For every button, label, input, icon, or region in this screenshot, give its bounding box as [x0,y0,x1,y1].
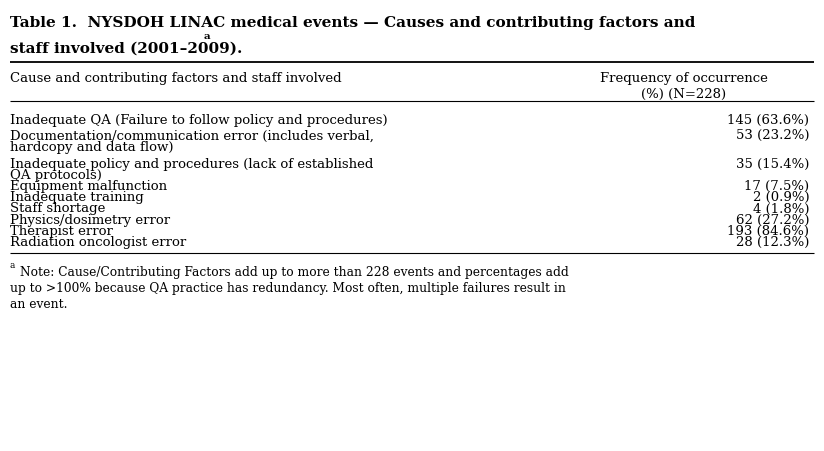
Text: 145 (63.6%): 145 (63.6%) [727,114,809,127]
Text: 53 (23.2%): 53 (23.2%) [736,129,809,143]
Text: (%) (N=228): (%) (N=228) [641,88,727,101]
Text: staff involved (2001–2009).: staff involved (2001–2009). [10,41,242,55]
Text: 35 (15.4%): 35 (15.4%) [736,158,809,171]
Text: hardcopy and data flow): hardcopy and data flow) [10,141,173,154]
Text: Frequency of occurrence: Frequency of occurrence [600,72,768,85]
Text: an event.: an event. [10,298,68,311]
Text: Cause and contributing factors and staff involved: Cause and contributing factors and staff… [10,72,341,85]
Text: Table 1.  NYSDOH LINAC medical events — Causes and contributing factors and: Table 1. NYSDOH LINAC medical events — C… [10,16,695,30]
Text: 4 (1.8%): 4 (1.8%) [752,202,809,216]
Text: Equipment malfunction: Equipment malfunction [10,180,167,193]
Text: Staff shortage: Staff shortage [10,202,105,216]
Text: Radiation oncologist error: Radiation oncologist error [10,236,186,249]
Text: Inadequate training: Inadequate training [10,191,143,204]
Text: 17 (7.5%): 17 (7.5%) [744,180,809,193]
Text: Note: Cause/Contributing Factors add up to more than 228 events and percentages : Note: Cause/Contributing Factors add up … [20,266,569,279]
Text: 2 (0.9%): 2 (0.9%) [752,191,809,204]
Text: a: a [204,32,210,41]
Text: Inadequate QA (Failure to follow policy and procedures): Inadequate QA (Failure to follow policy … [10,114,387,127]
Text: up to >100% because QA practice has redundancy. Most often, multiple failures re: up to >100% because QA practice has redu… [10,282,566,295]
Text: QA protocols): QA protocols) [10,169,101,182]
Text: Therapist error: Therapist error [10,225,113,238]
Text: Physics/dosimetry error: Physics/dosimetry error [10,214,170,227]
Text: Documentation/communication error (includes verbal,: Documentation/communication error (inclu… [10,129,374,143]
Text: Inadequate policy and procedures (lack of established: Inadequate policy and procedures (lack o… [10,158,373,171]
Text: 193 (84.6%): 193 (84.6%) [727,225,809,238]
Text: a: a [10,261,16,270]
Text: 62 (27.2%): 62 (27.2%) [736,214,809,227]
Text: 28 (12.3%): 28 (12.3%) [736,236,809,249]
